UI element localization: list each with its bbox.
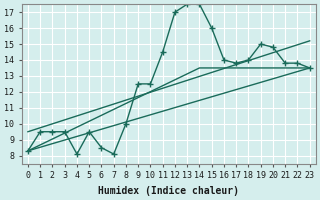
X-axis label: Humidex (Indice chaleur): Humidex (Indice chaleur) xyxy=(98,186,239,196)
